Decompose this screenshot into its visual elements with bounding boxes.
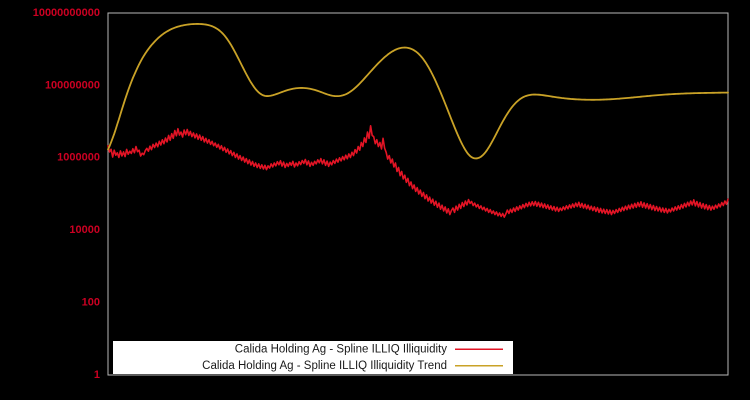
y-axis-tick-labels: 10000000000 100000000 1000000 10000 100 1 [33,7,100,381]
series-group [107,23,729,218]
y-axis-tick-label: 1 [94,369,100,381]
series-line-0 [107,125,729,218]
y-axis-tick-label: 10000000000 [33,7,100,19]
y-axis-tick-label: 1000000 [57,152,100,164]
plot-frame [107,12,729,376]
legend-entry-label-0: Calida Holding Ag - Spline ILLIQ Illiqui… [235,343,447,355]
legend-entry-label-1: Calida Holding Ag - Spline ILLIQ Illiqui… [202,360,447,372]
series-line-1 [107,23,729,160]
y-axis-tick-label: 100000000 [45,79,100,91]
chart-legend[interactable]: Calida Holding Ag - Spline ILLIQ Illiqui… [113,341,513,374]
y-axis-tick-label: 10000 [69,224,100,236]
y-axis-tick-label: 100 [82,297,100,309]
legend-background [113,341,513,374]
